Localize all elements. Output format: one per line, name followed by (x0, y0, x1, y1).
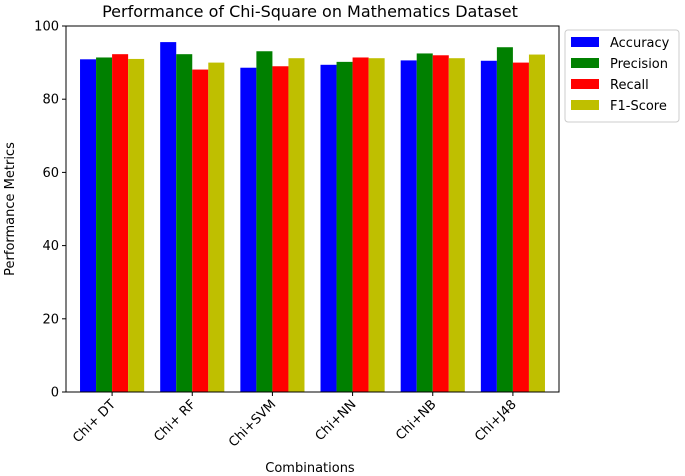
bar-f1-score-2 (208, 62, 225, 392)
x-tick-label: Chi+J48 (472, 397, 520, 445)
bar-recall-3 (272, 66, 289, 392)
y-tick-label: 0 (51, 386, 59, 401)
y-tick-label: 60 (42, 166, 59, 181)
bar-accuracy-3 (240, 67, 257, 392)
y-tick-label: 100 (34, 20, 59, 35)
legend-label: Accuracy (610, 36, 670, 51)
chart-title: Performance of Chi-Square on Mathematics… (102, 2, 518, 21)
bar-accuracy-5 (400, 60, 417, 393)
legend-swatch (571, 79, 599, 89)
y-axis: 0 20 40 60 80 100 (34, 20, 66, 401)
x-tick-label: Chi+NN (313, 397, 360, 444)
bar-precision-6 (496, 47, 513, 393)
y-tick-label: 20 (42, 312, 59, 327)
legend-swatch (571, 58, 599, 68)
legend: Accuracy Precision Recall F1-Score (564, 29, 680, 123)
legend-frame (564, 29, 680, 123)
bar-recall-4 (352, 57, 369, 392)
bar-f1-score-6 (528, 54, 545, 392)
x-axis: Chi+ DT Chi+ RF Chi+SVM Chi+NN Chi+NB Chi+J48 (70, 392, 520, 450)
legend-label: F1-Score (610, 99, 667, 114)
legend-label: Recall (610, 78, 649, 93)
x-axis-label: Combinations (265, 461, 355, 476)
y-axis-label: Performance Metrics (3, 142, 18, 276)
bar-recall-6 (512, 62, 529, 392)
plot-frame (65, 25, 560, 393)
bar-accuracy-4 (320, 64, 337, 393)
y-tick-label: 80 (42, 93, 59, 108)
bar-f1-score-5 (448, 58, 465, 392)
bar-recall-5 (432, 55, 449, 392)
x-tick-label: Chi+ RF (151, 397, 199, 445)
bar-precision-5 (416, 53, 433, 392)
bar-accuracy-6 (480, 60, 497, 393)
bar-f1-score-4 (368, 58, 385, 392)
x-tick-label: Chi+SVM (226, 397, 279, 450)
bar-recall-2 (192, 69, 209, 392)
bar-precision-4 (336, 61, 353, 392)
legend-label: Precision (610, 57, 668, 72)
bar-f1-score-1 (128, 58, 145, 392)
bar-precision-2 (176, 54, 193, 392)
bar-recall-1 (112, 54, 129, 392)
x-tick-label: Chi+NB (393, 397, 439, 443)
bar-f1-score-3 (288, 58, 305, 392)
bar-precision-3 (256, 51, 273, 393)
legend-swatch (571, 100, 599, 110)
plot-area (80, 42, 545, 393)
bar-accuracy-2 (160, 42, 177, 392)
bar-precision-1 (96, 57, 113, 392)
bar-accuracy-1 (80, 59, 97, 392)
y-tick-label: 40 (42, 239, 59, 254)
legend-swatch (571, 37, 599, 47)
x-tick-label: Chi+ DT (70, 397, 119, 446)
